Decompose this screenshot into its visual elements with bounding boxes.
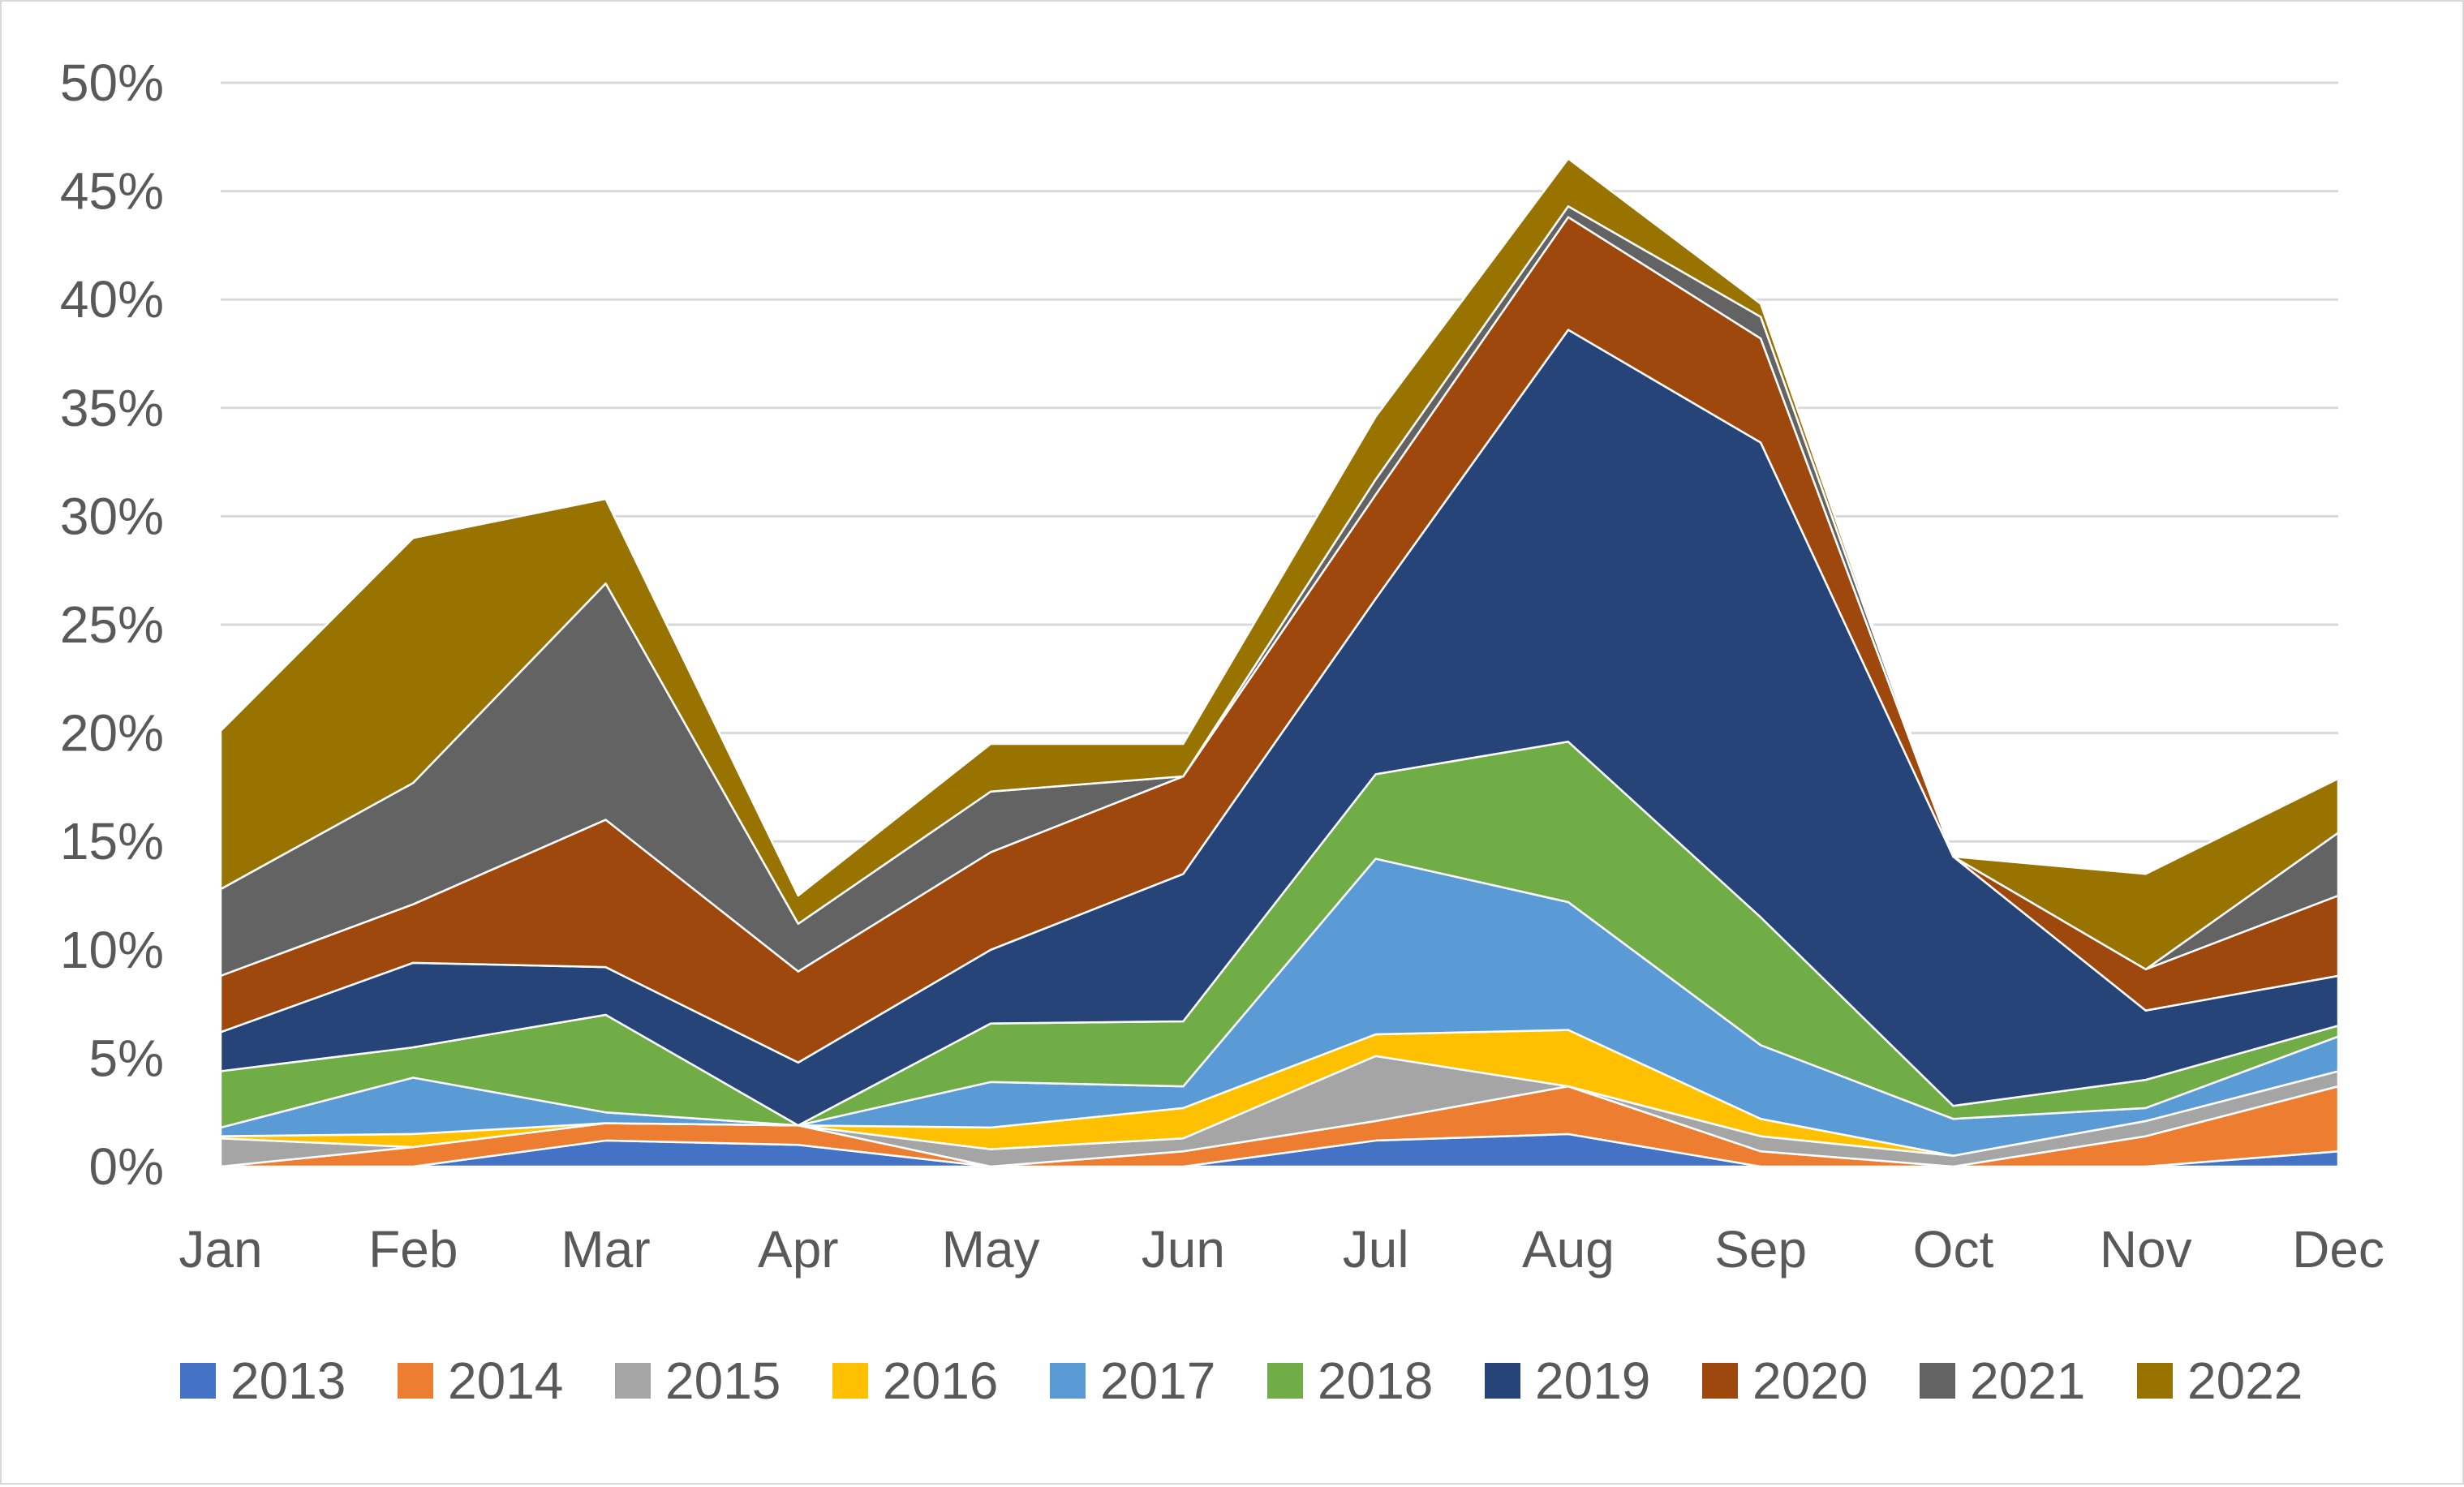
y-tick-label: 20% [60,704,164,763]
y-tick-label: 25% [60,595,164,654]
y-tick-label: 15% [60,812,164,870]
legend-label-2021: 2021 [1970,1352,2085,1410]
x-tick-label: Apr [758,1220,839,1279]
y-tick-label: 0% [89,1137,165,1196]
legend-swatch-2022 [2137,1363,2173,1399]
legend-label-2014: 2014 [448,1352,563,1410]
x-axis-tick-labels: Jan Feb Mar Apr May Jun Jul Aug Sep Oct Nov Dec [178,1220,2384,1279]
y-tick-label: 45% [60,162,164,221]
legend-swatch-2018 [1267,1363,1303,1399]
legend-label-2013: 2013 [230,1352,346,1410]
y-axis-tick-labels: 0% 5% 10% 15% 20% 25% 30% 35% 40% 45% 50% [60,54,164,1196]
legend-label-2019: 2019 [1535,1352,1650,1410]
x-tick-label: Feb [368,1220,458,1279]
legend-swatch-2016 [832,1363,868,1399]
legend-swatch-2021 [1920,1363,1955,1399]
legend-label-2017: 2017 [1100,1352,1215,1410]
legend-swatch-2019 [1485,1363,1520,1399]
legend-label-2015: 2015 [665,1352,780,1410]
x-tick-label: Mar [561,1220,650,1279]
x-tick-label: Aug [1522,1220,1615,1279]
legend-swatch-2013 [180,1363,216,1399]
x-tick-label: Sep [1714,1220,1807,1279]
x-tick-label: Oct [1913,1220,1994,1279]
x-tick-label: Nov [2100,1220,2192,1279]
legend-label-2020: 2020 [1752,1352,1868,1410]
y-tick-label: 30% [60,487,164,545]
x-tick-label: May [942,1220,1040,1279]
y-tick-label: 10% [60,921,164,979]
legend-label-2022: 2022 [2187,1352,2303,1410]
legend-swatch-2017 [1050,1363,1086,1399]
area-series-group [219,157,2340,1168]
legend-swatch-2015 [615,1363,651,1399]
legend-label-2018: 2018 [1318,1352,1433,1410]
legend-label-2016: 2016 [883,1352,998,1410]
legend-swatch-2014 [398,1363,433,1399]
y-tick-label: 40% [60,270,164,329]
y-tick-label: 35% [60,379,164,437]
legend: 2013 2014 2015 2016 2017 2018 2019 2020 2021 2022 [180,1352,2303,1410]
legend-swatch-2020 [1702,1363,1738,1399]
area-series-2022 [219,157,2340,971]
y-tick-label: 5% [89,1029,165,1087]
y-tick-label: 50% [60,54,164,112]
x-tick-label: Jul [1343,1220,1409,1279]
x-tick-label: Jan [178,1220,262,1279]
x-tick-label: Jun [1142,1220,1225,1279]
x-tick-label: Dec [2292,1220,2384,1279]
